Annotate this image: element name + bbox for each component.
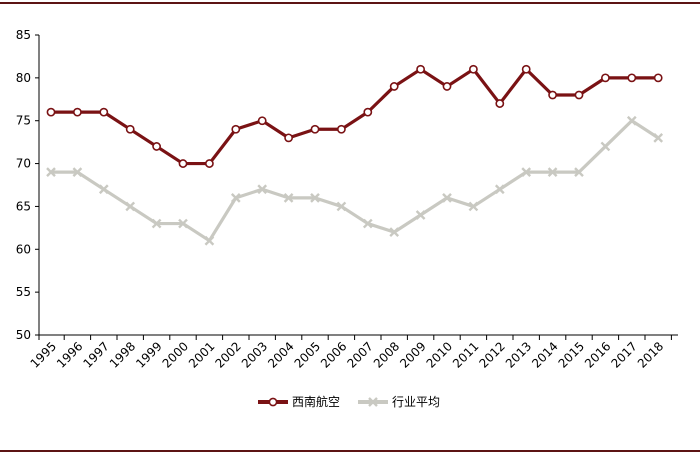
data-point-industry-average [468, 201, 479, 212]
data-point-industry-average [283, 193, 294, 203]
data-point-southwest [521, 64, 531, 74]
data-point-industry-average [230, 193, 241, 203]
data-point-southwest [231, 124, 241, 134]
top-border-line [0, 2, 700, 4]
x-tick-label: 2001 [186, 339, 217, 370]
data-point-industry-average [442, 193, 452, 203]
data-point-industry-average [574, 167, 584, 177]
x-tick-label: 1995 [28, 339, 59, 370]
x-tick-label: 2004 [265, 339, 296, 370]
data-point-industry-average [178, 218, 188, 229]
x-tick-label: 2007 [344, 339, 375, 370]
y-tick-label: 85 [16, 28, 31, 42]
y-tick-label: 70 [16, 157, 31, 171]
data-point-industry-average [415, 210, 426, 220]
y-tick-label: 75 [16, 114, 31, 128]
series-lines [46, 64, 664, 246]
x-tick-label: 2018 [635, 339, 666, 370]
y-axis: 50 55 60 65 70 75 80 85 [16, 28, 40, 342]
data-point-industry-average [494, 184, 505, 195]
data-point-southwest [601, 73, 610, 83]
data-point-southwest [468, 64, 478, 74]
x-tick-label: 1996 [54, 339, 85, 370]
data-point-southwest [46, 107, 56, 117]
x-axis: 1995199619971998199920002001200220032004… [28, 334, 678, 371]
x-tick-label: 2010 [424, 339, 455, 370]
x-tick-label: 2000 [160, 339, 191, 370]
data-point-industry-average [547, 167, 558, 177]
legend-swatch-1-marker [268, 397, 278, 407]
legend-item-2[interactable]: 行业平均 [358, 395, 440, 409]
data-point-southwest [152, 142, 161, 151]
data-point-southwest [495, 99, 505, 108]
data-point-southwest [284, 133, 293, 143]
data-point-southwest [73, 107, 82, 117]
data-point-southwest [99, 107, 109, 117]
data-point-industry-average [125, 201, 136, 212]
data-point-southwest [627, 73, 637, 83]
x-tick-label: 2012 [476, 339, 507, 370]
data-point-industry-average [600, 141, 611, 152]
x-tick-label: 2003 [239, 339, 270, 370]
data-point-southwest [178, 159, 188, 168]
legend-label-2: 行业平均 [392, 395, 440, 409]
data-point-southwest [416, 64, 425, 74]
data-point-industry-average [389, 227, 400, 237]
x-tick-label: 2008 [371, 339, 402, 370]
x-tick-label: 2006 [318, 339, 349, 370]
data-point-industry-average [151, 218, 162, 229]
data-point-southwest [653, 73, 663, 83]
data-point-southwest [310, 124, 320, 134]
series-line-southwest [51, 67, 659, 166]
data-point-southwest [125, 124, 135, 134]
data-point-industry-average [521, 167, 532, 177]
x-tick-label: 2005 [292, 339, 323, 370]
x-tick-label: 2009 [397, 339, 428, 370]
x-tick-label: 2015 [556, 339, 587, 370]
data-point-southwest [336, 124, 346, 134]
data-point-industry-average [626, 115, 637, 126]
x-tick-label: 2002 [212, 339, 243, 370]
legend-label-1: 西南航空 [292, 394, 340, 409]
data-point-southwest [548, 90, 557, 100]
data-point-industry-average [72, 167, 83, 177]
data-point-industry-average [98, 184, 109, 195]
data-point-industry-average [310, 193, 320, 203]
data-point-southwest [363, 107, 373, 117]
bottom-border-line [0, 450, 700, 452]
data-point-southwest [204, 159, 214, 168]
x-tick-label: 2017 [608, 339, 639, 370]
data-point-southwest [442, 82, 452, 91]
x-tick-label: 2011 [450, 339, 481, 370]
legend: 西南航空 行业平均 [258, 394, 440, 409]
data-point-industry-average [46, 167, 56, 177]
data-point-industry-average [653, 133, 664, 143]
y-tick-label: 60 [16, 242, 31, 256]
x-tick-label: 2013 [503, 339, 534, 370]
y-tick-label: 55 [16, 285, 31, 299]
data-point-industry-average [336, 201, 347, 212]
data-point-industry-average [362, 218, 373, 229]
x-tick-label: 1998 [107, 339, 138, 370]
y-tick-label: 80 [16, 71, 31, 85]
data-point-industry-average [257, 184, 268, 195]
data-point-southwest [257, 116, 267, 126]
data-point-southwest [389, 82, 399, 91]
x-tick-label: 1997 [80, 339, 111, 370]
data-point-southwest [574, 90, 584, 100]
y-tick-label: 50 [16, 328, 31, 342]
legend-swatch-2-marker [368, 397, 378, 407]
x-tick-label: 1999 [133, 339, 164, 370]
y-tick-label: 65 [16, 199, 31, 213]
x-tick-label: 2014 [529, 339, 560, 370]
x-tick-label: 2016 [582, 339, 613, 370]
data-point-industry-average [204, 235, 215, 246]
legend-item-1[interactable]: 西南航空 [258, 394, 340, 409]
